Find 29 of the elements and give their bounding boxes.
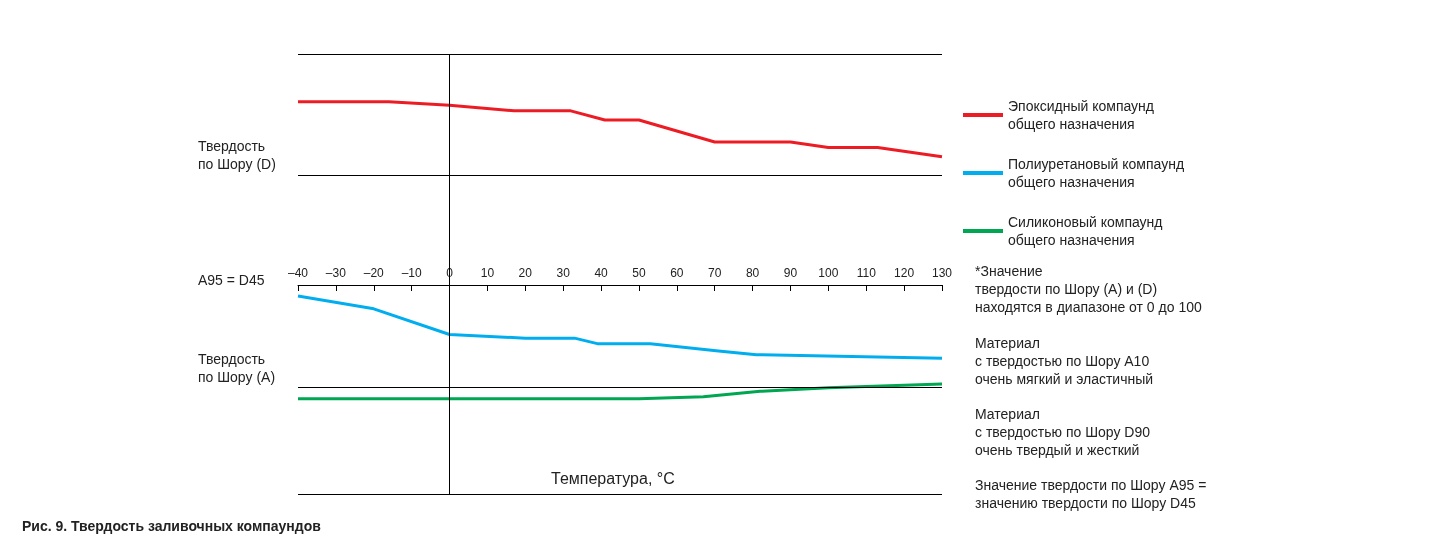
x-axis-title: Температура, °C: [551, 469, 675, 487]
x-tick-label: 80: [745, 266, 760, 280]
text: Значение твердости по Шору A95 = значению твердости по Шору D45: [975, 477, 1207, 511]
x-tick-label: –40: [287, 266, 309, 280]
text: Материал с твердостью по Шору D90 очень твердый и жесткий: [975, 406, 1151, 458]
legend-label: Эпоксидный компаунд общего назначения: [1008, 98, 1155, 132]
x-tick-label: 90: [783, 266, 798, 280]
x-tick-label: 20: [518, 266, 533, 280]
text: A95 = D45: [198, 272, 265, 288]
x-tick-label: 110: [856, 266, 877, 280]
x-tick-label: 40: [594, 266, 609, 280]
x-tick-label: 100: [818, 266, 839, 280]
legend-label: Полиуретановый компаунд общего назначения: [1008, 156, 1185, 190]
x-tick-label: –20: [363, 266, 385, 280]
x-tick-label: –10: [401, 266, 422, 280]
legend-label: Силиконовый компаунд общего назначения: [1008, 214, 1163, 248]
x-tick-label: 50: [632, 266, 646, 280]
text: *Значение твердости по Шору (A) и (D) находятся в диапазоне от 0 до 100: [975, 263, 1202, 315]
x-tick-label: 120: [894, 266, 915, 280]
ref-line-label: Твердость по Шору (D): [198, 138, 276, 172]
x-tick-label: –30: [325, 266, 347, 280]
x-tick-label: 10: [480, 266, 495, 280]
x-tick-label: 70: [708, 266, 722, 280]
x-tick-label: 60: [670, 266, 684, 280]
text: Материал с твердостью по Шору A10 очень мягкий и эластичный: [975, 335, 1154, 387]
text: Рис. 9. Твердость заливочных компаундов: [22, 518, 322, 534]
x-tick-label: 130: [931, 266, 953, 280]
x-tick-label: 30: [556, 266, 571, 280]
ref-line-label: Твердость по Шору (A): [198, 350, 276, 385]
